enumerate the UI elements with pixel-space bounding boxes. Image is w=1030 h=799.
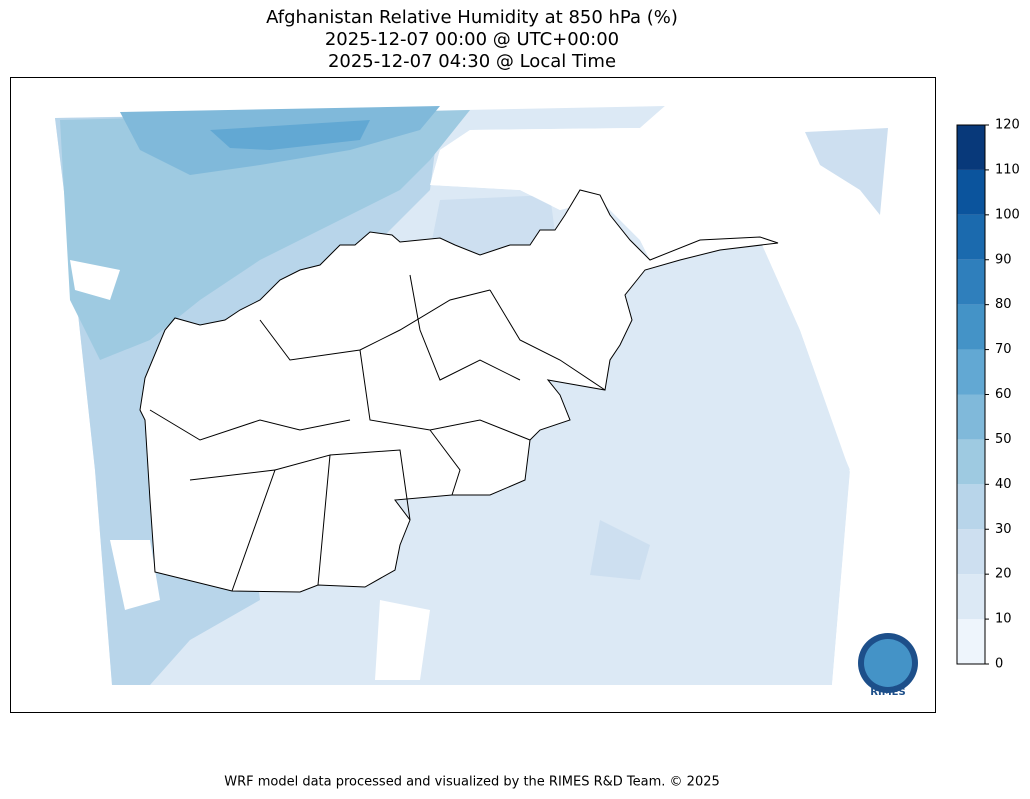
- colorbar-tick-label: 110: [995, 162, 1020, 177]
- colorbar-tick-label: 120: [995, 118, 1020, 133]
- colorbar-tick-label: 0: [995, 657, 1003, 672]
- colorbar-tick-label: 80: [995, 297, 1012, 312]
- colorbar-bin: [957, 394, 985, 440]
- colorbar-tick-label: 30: [995, 522, 1012, 537]
- colorbar-tick-label: 100: [995, 207, 1020, 222]
- colorbar-tick-label: 50: [995, 432, 1012, 447]
- colorbar-bin: [957, 574, 985, 620]
- colorbar-tick-label: 70: [995, 342, 1012, 357]
- title-line: Afghanistan Relative Humidity at 850 hPa…: [266, 7, 678, 28]
- colorbar: 0 10 20 30 40 50 60 70 80 90 100 110 120: [956, 118, 1020, 672]
- colorbar-bin: [957, 125, 985, 170]
- footer: WRF model data processed and visualized …: [224, 775, 720, 790]
- colorbar-bin: [957, 169, 985, 215]
- title-line: 2025-12-07 00:00 @ UTC+00:00: [325, 29, 619, 50]
- logo-text: RIMES: [870, 687, 905, 698]
- colorbar-tick-label: 10: [995, 612, 1012, 627]
- colorbar-bin: [957, 529, 985, 575]
- colorbar-bin: [957, 619, 985, 664]
- country-outline: [139, 189, 779, 593]
- colorbar-bin: [957, 484, 985, 530]
- colorbar-tick-label: 90: [995, 252, 1012, 267]
- colorbar-tick-label: 60: [995, 387, 1012, 402]
- colorbar-bin: [957, 439, 985, 485]
- province-lines: [149, 274, 606, 592]
- colorbar-tick-label: 40: [995, 477, 1012, 492]
- colorbar-bin: [957, 214, 985, 260]
- title-line: 2025-12-07 04:30 @ Local Time: [328, 51, 616, 72]
- logo: RIMES: [858, 633, 918, 698]
- colorbar-bin: [957, 304, 985, 350]
- colorbar-bin: [957, 349, 985, 395]
- colorbar-tick-label: 20: [995, 567, 1012, 582]
- colorbar-bin: [957, 259, 985, 305]
